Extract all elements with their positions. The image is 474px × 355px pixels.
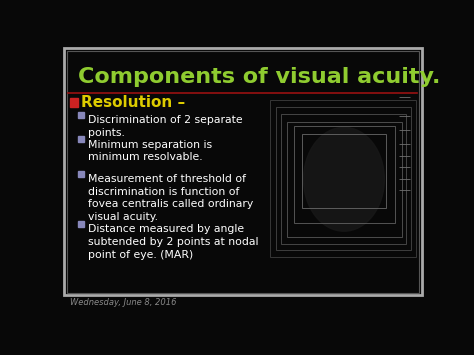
Ellipse shape xyxy=(303,127,384,231)
Bar xyxy=(78,221,84,227)
Text: Distance measured by angle
subtended by 2 points at nodal
point of eye. (MAR): Distance measured by angle subtended by … xyxy=(88,224,258,260)
Bar xyxy=(78,112,84,118)
Text: Resolution –: Resolution – xyxy=(82,95,185,110)
Bar xyxy=(276,107,411,250)
Bar xyxy=(271,100,416,257)
Bar xyxy=(301,134,386,208)
Bar xyxy=(67,51,419,293)
Text: Components of visual acuity.: Components of visual acuity. xyxy=(78,67,440,87)
Text: Discrimination of 2 separate
points.: Discrimination of 2 separate points. xyxy=(88,115,243,138)
Text: Wednesday, June 8, 2016: Wednesday, June 8, 2016 xyxy=(70,298,176,307)
Text: Minimum separation is
minimum resolvable.: Minimum separation is minimum resolvable… xyxy=(88,140,212,163)
Bar xyxy=(287,122,401,237)
Bar xyxy=(70,98,78,106)
Text: Measurement of threshold of
discrimination is function of
fovea centralis called: Measurement of threshold of discriminati… xyxy=(88,174,253,222)
Bar xyxy=(78,170,84,176)
Bar xyxy=(293,126,395,223)
Bar xyxy=(282,114,406,244)
Bar xyxy=(78,136,84,142)
